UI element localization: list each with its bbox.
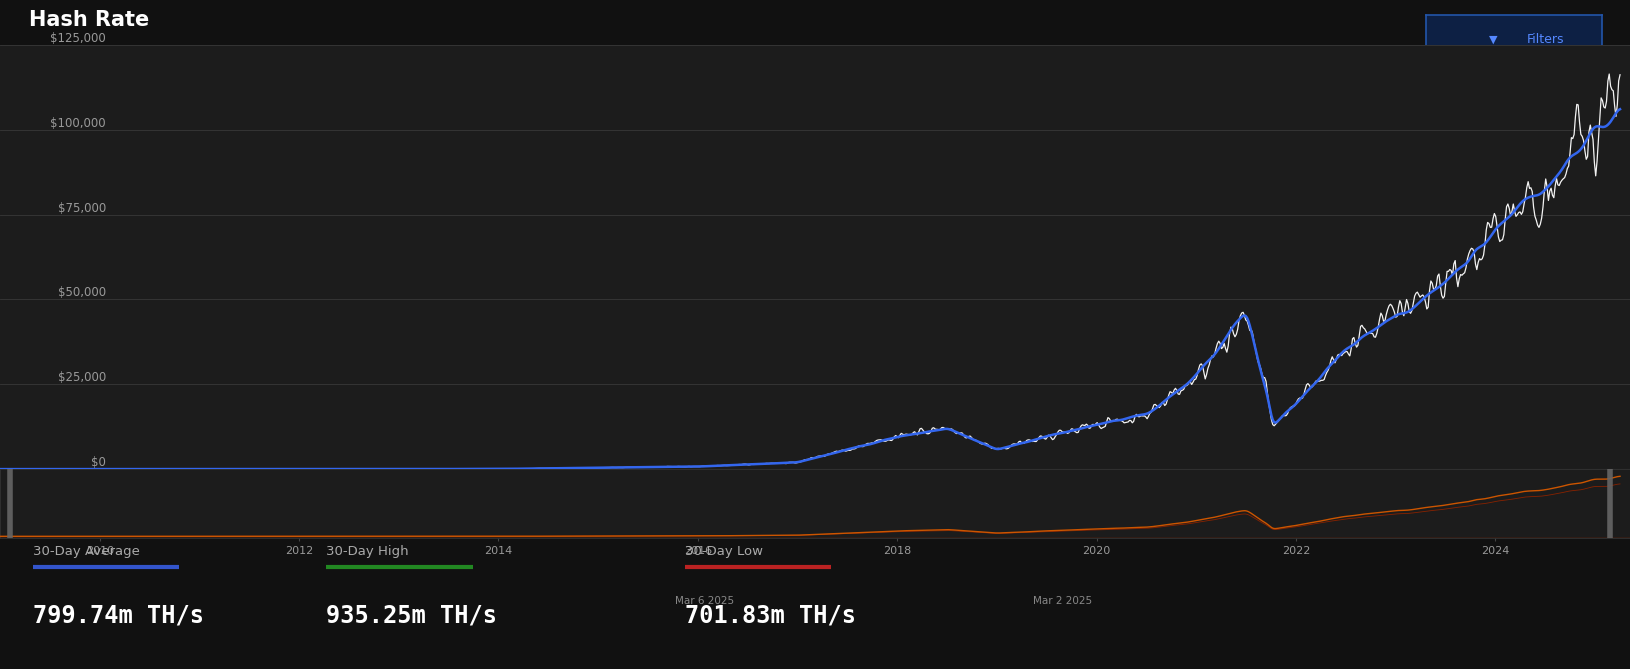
Text: 30-Day Average: 30-Day Average: [33, 545, 140, 558]
Text: 799.74m TH/s: 799.74m TH/s: [33, 603, 204, 628]
Text: Mar 6 2025: Mar 6 2025: [675, 596, 734, 606]
Text: 935.25m TH/s: 935.25m TH/s: [326, 603, 497, 628]
Text: $50,000: $50,000: [57, 286, 106, 300]
Text: ▼: ▼: [1488, 35, 1498, 44]
Text: Hash Rate: Hash Rate: [29, 10, 150, 30]
Text: 30-Day High: 30-Day High: [326, 545, 409, 558]
Text: $75,000: $75,000: [57, 201, 106, 215]
Text: Filters: Filters: [1527, 33, 1565, 46]
Text: $100,000: $100,000: [51, 116, 106, 130]
Text: $0: $0: [91, 456, 106, 469]
Text: Mar 2 2025: Mar 2 2025: [1033, 596, 1092, 606]
Text: $25,000: $25,000: [57, 371, 106, 384]
Text: 30-Day Low: 30-Day Low: [685, 545, 763, 558]
Text: $125,000: $125,000: [51, 32, 106, 45]
Text: 701.83m TH/s: 701.83m TH/s: [685, 603, 856, 628]
